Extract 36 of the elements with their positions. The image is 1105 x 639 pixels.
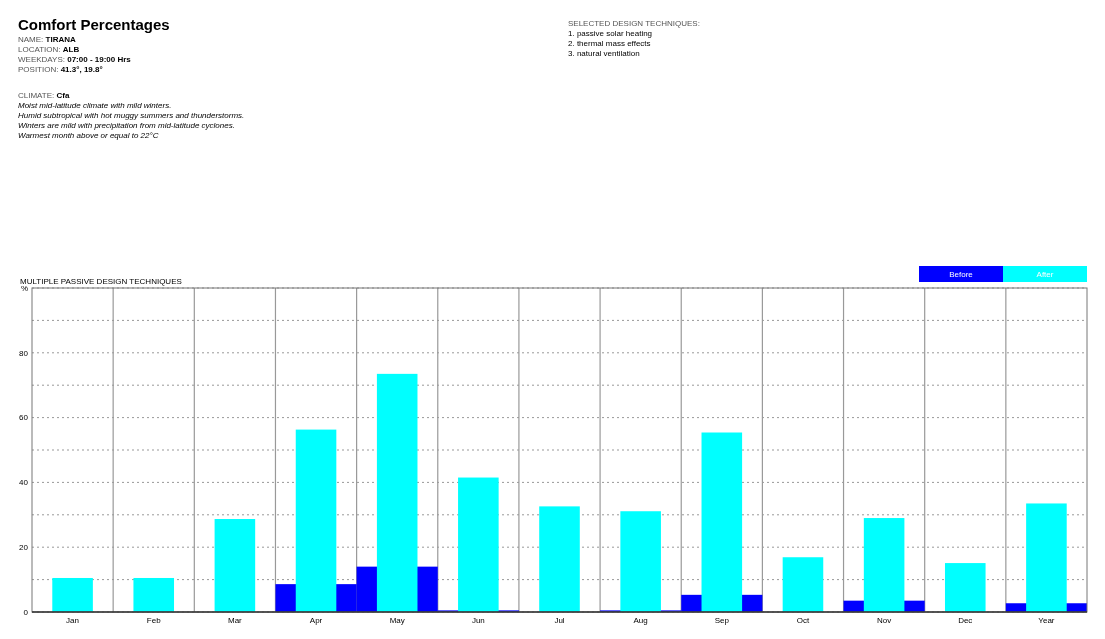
y-tick-label: 60 [19,413,29,423]
text: LOCATION: ALB [18,45,80,54]
x-tick-label: Oct [796,616,810,625]
x-tick-label: Jan [66,616,80,625]
chart-title: Comfort Percentages [18,16,170,33]
text: 1. passive solar heating [568,29,653,38]
x-tick-label: Year [1038,616,1055,625]
x-tick-label: Mar [227,616,243,625]
chart-subtitle: MULTIPLE PASSIVE DESIGN TECHNIQUES [20,277,182,286]
text: 2. thermal mass effects [568,39,651,48]
x-tick-label: Apr [309,616,323,625]
x-tick-label: Feb [146,616,162,625]
text: Humid subtropical with hot muggy summers and thunderstorms. [18,111,245,120]
text: Before [949,269,974,279]
x-tick-label: Sep [714,616,730,625]
x-tick-label: Jul [554,616,565,625]
text: Winters are mild with precipitation from mid-latitude cyclones. [18,121,235,130]
y-tick-label: % [20,283,28,293]
text: Moist mid-latitude climate with mild winters. [18,101,172,110]
text: 3. natural ventilation [568,49,640,58]
y-tick-label: 40 [19,478,29,488]
text: Warmest month above or equal to 22°C [18,131,159,140]
text: NAME: TIRANA [18,35,76,44]
text: WEEKDAYS: 07:00 - 19:00 Hrs [18,55,132,64]
text: POSITION: 41.3°, 19.8° [18,65,103,74]
x-tick-label: Dec [958,616,973,625]
x-tick-label: May [389,616,405,625]
y-tick-label: 20 [19,543,29,552]
text: SELECTED DESIGN TECHNIQUES: [568,19,700,28]
x-tick-label: Aug [633,616,648,625]
text: After [1036,269,1054,279]
x-tick-label: Nov [877,616,892,625]
y-tick-label: 80 [19,348,29,358]
x-tick-label: Jun [471,616,485,625]
y-tick-label: 0 [23,607,29,617]
text: CLIMATE: Cfa [18,91,70,100]
